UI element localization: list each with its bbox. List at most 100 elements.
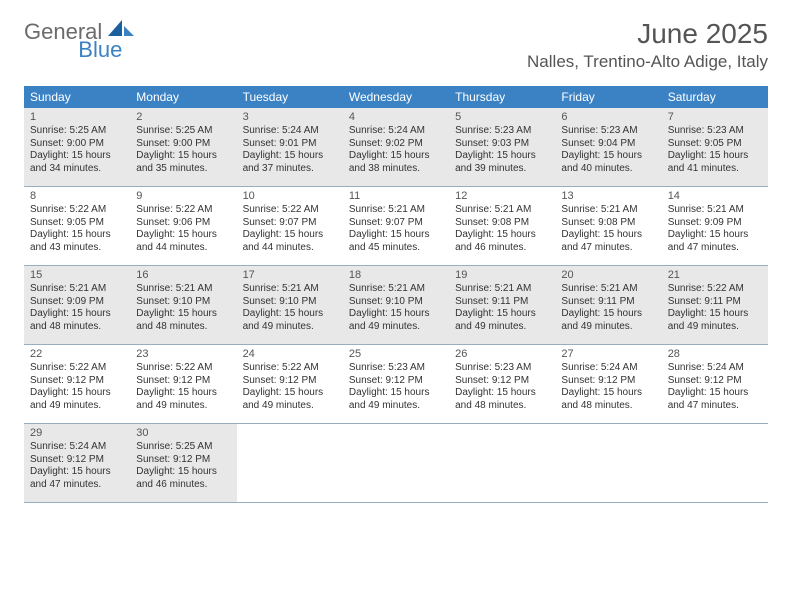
daylight-line: Daylight: 15 hours and 38 minutes. — [349, 150, 443, 175]
day-header-row: SundayMondayTuesdayWednesdayThursdayFrid… — [24, 86, 768, 108]
day-number: 25 — [349, 348, 443, 360]
day-number: 6 — [561, 111, 655, 123]
daylight-line: Daylight: 15 hours and 48 minutes. — [30, 308, 124, 333]
day-number: 22 — [30, 348, 124, 360]
day-header: Sunday — [24, 86, 130, 108]
day-cell: 26Sunrise: 5:23 AMSunset: 9:12 PMDayligh… — [449, 345, 555, 423]
sunrise-line: Sunrise: 5:24 AM — [349, 125, 443, 138]
sunrise-line: Sunrise: 5:24 AM — [561, 362, 655, 375]
sunset-line: Sunset: 9:09 PM — [668, 217, 762, 230]
sunrise-line: Sunrise: 5:23 AM — [455, 125, 549, 138]
sunset-line: Sunset: 9:10 PM — [243, 296, 337, 309]
sunrise-line: Sunrise: 5:22 AM — [668, 283, 762, 296]
sunset-line: Sunset: 9:12 PM — [136, 454, 230, 467]
sunset-line: Sunset: 9:12 PM — [561, 375, 655, 388]
sunrise-line: Sunrise: 5:24 AM — [668, 362, 762, 375]
day-cell: 23Sunrise: 5:22 AMSunset: 9:12 PMDayligh… — [130, 345, 236, 423]
daylight-line: Daylight: 15 hours and 49 minutes. — [455, 308, 549, 333]
day-cell: 18Sunrise: 5:21 AMSunset: 9:10 PMDayligh… — [343, 266, 449, 344]
day-cell: 15Sunrise: 5:21 AMSunset: 9:09 PMDayligh… — [24, 266, 130, 344]
sunset-line: Sunset: 9:02 PM — [349, 138, 443, 151]
sunset-line: Sunset: 9:12 PM — [30, 454, 124, 467]
daylight-line: Daylight: 15 hours and 47 minutes. — [668, 387, 762, 412]
sunset-line: Sunset: 9:11 PM — [561, 296, 655, 309]
daylight-line: Daylight: 15 hours and 49 minutes. — [349, 387, 443, 412]
daylight-line: Daylight: 15 hours and 49 minutes. — [243, 387, 337, 412]
sunrise-line: Sunrise: 5:21 AM — [349, 283, 443, 296]
day-number: 8 — [30, 190, 124, 202]
sunrise-line: Sunrise: 5:21 AM — [668, 204, 762, 217]
day-header: Friday — [555, 86, 661, 108]
calendar: SundayMondayTuesdayWednesdayThursdayFrid… — [24, 86, 768, 503]
week-row: 22Sunrise: 5:22 AMSunset: 9:12 PMDayligh… — [24, 345, 768, 424]
sunrise-line: Sunrise: 5:21 AM — [455, 283, 549, 296]
daylight-line: Daylight: 15 hours and 49 minutes. — [136, 387, 230, 412]
sunrise-line: Sunrise: 5:25 AM — [30, 125, 124, 138]
sunrise-line: Sunrise: 5:22 AM — [136, 204, 230, 217]
daylight-line: Daylight: 15 hours and 45 minutes. — [349, 229, 443, 254]
daylight-line: Daylight: 15 hours and 37 minutes. — [243, 150, 337, 175]
day-number: 13 — [561, 190, 655, 202]
daylight-line: Daylight: 15 hours and 41 minutes. — [668, 150, 762, 175]
daylight-line: Daylight: 15 hours and 43 minutes. — [30, 229, 124, 254]
sunset-line: Sunset: 9:11 PM — [455, 296, 549, 309]
sunset-line: Sunset: 9:11 PM — [668, 296, 762, 309]
day-cell: 24Sunrise: 5:22 AMSunset: 9:12 PMDayligh… — [237, 345, 343, 423]
day-cell: 4Sunrise: 5:24 AMSunset: 9:02 PMDaylight… — [343, 108, 449, 186]
sunrise-line: Sunrise: 5:25 AM — [136, 125, 230, 138]
logo-word-2: Blue — [78, 37, 122, 63]
daylight-line: Daylight: 15 hours and 49 minutes. — [349, 308, 443, 333]
day-cell: 10Sunrise: 5:22 AMSunset: 9:07 PMDayligh… — [237, 187, 343, 265]
day-number: 23 — [136, 348, 230, 360]
day-cell: 9Sunrise: 5:22 AMSunset: 9:06 PMDaylight… — [130, 187, 236, 265]
sunrise-line: Sunrise: 5:21 AM — [243, 283, 337, 296]
daylight-line: Daylight: 15 hours and 39 minutes. — [455, 150, 549, 175]
day-number: 5 — [455, 111, 549, 123]
day-cell: 21 Sunrise: 5:22 AMSunset: 9:11 PMDayligh… — [662, 266, 768, 344]
daylight-line: Daylight: 15 hours and 48 minutes. — [455, 387, 549, 412]
week-row: 1Sunrise: 5:25 AMSunset: 9:00 PMDaylight… — [24, 108, 768, 187]
sunset-line: Sunset: 9:04 PM — [561, 138, 655, 151]
logo: General Blue — [24, 18, 182, 45]
sunrise-line: Sunrise: 5:21 AM — [561, 283, 655, 296]
day-number: 14 — [668, 190, 762, 202]
sunset-line: Sunset: 9:10 PM — [349, 296, 443, 309]
day-cell — [237, 424, 343, 502]
week-row: 29Sunrise: 5:24 AMSunset: 9:12 PMDayligh… — [24, 424, 768, 503]
sunset-line: Sunset: 9:12 PM — [243, 375, 337, 388]
day-cell: 17Sunrise: 5:21 AMSunset: 9:10 PMDayligh… — [237, 266, 343, 344]
day-cell: 1Sunrise: 5:25 AMSunset: 9:00 PMDaylight… — [24, 108, 130, 186]
sunrise-line: Sunrise: 5:21 AM — [30, 283, 124, 296]
day-cell: 11Sunrise: 5:21 AMSunset: 9:07 PMDayligh… — [343, 187, 449, 265]
daylight-line: Daylight: 15 hours and 48 minutes. — [136, 308, 230, 333]
day-cell: 5Sunrise: 5:23 AMSunset: 9:03 PMDaylight… — [449, 108, 555, 186]
day-cell: 2Sunrise: 5:25 AMSunset: 9:00 PMDaylight… — [130, 108, 236, 186]
day-cell: 25Sunrise: 5:23 AMSunset: 9:12 PMDayligh… — [343, 345, 449, 423]
sunset-line: Sunset: 9:00 PM — [136, 138, 230, 151]
day-cell: 7Sunrise: 5:23 AMSunset: 9:05 PMDaylight… — [662, 108, 768, 186]
day-cell — [343, 424, 449, 502]
day-cell: 6Sunrise: 5:23 AMSunset: 9:04 PMDaylight… — [555, 108, 661, 186]
sunrise-line: Sunrise: 5:22 AM — [243, 204, 337, 217]
sunset-line: Sunset: 9:05 PM — [668, 138, 762, 151]
sunset-line: Sunset: 9:10 PM — [136, 296, 230, 309]
sunrise-line: Sunrise: 5:23 AM — [561, 125, 655, 138]
daylight-line: Daylight: 15 hours and 46 minutes. — [455, 229, 549, 254]
sunrise-line: Sunrise: 5:23 AM — [668, 125, 762, 138]
daylight-line: Daylight: 15 hours and 49 minutes. — [668, 308, 762, 333]
day-number: 28 — [668, 348, 762, 360]
day-number: 27 — [561, 348, 655, 360]
day-number: 16 — [136, 269, 230, 281]
location-subtitle: Nalles, Trentino-Alto Adige, Italy — [527, 52, 768, 72]
sunset-line: Sunset: 9:07 PM — [243, 217, 337, 230]
day-cell: 8Sunrise: 5:22 AMSunset: 9:05 PMDaylight… — [24, 187, 130, 265]
day-number: 26 — [455, 348, 549, 360]
day-number: 21 — [668, 269, 762, 281]
daylight-line: Daylight: 15 hours and 49 minutes. — [561, 308, 655, 333]
sunset-line: Sunset: 9:00 PM — [30, 138, 124, 151]
week-row: 15Sunrise: 5:21 AMSunset: 9:09 PMDayligh… — [24, 266, 768, 345]
sunrise-line: Sunrise: 5:21 AM — [455, 204, 549, 217]
daylight-line: Daylight: 15 hours and 47 minutes. — [668, 229, 762, 254]
day-number: 30 — [136, 427, 230, 439]
day-number: 20 — [561, 269, 655, 281]
